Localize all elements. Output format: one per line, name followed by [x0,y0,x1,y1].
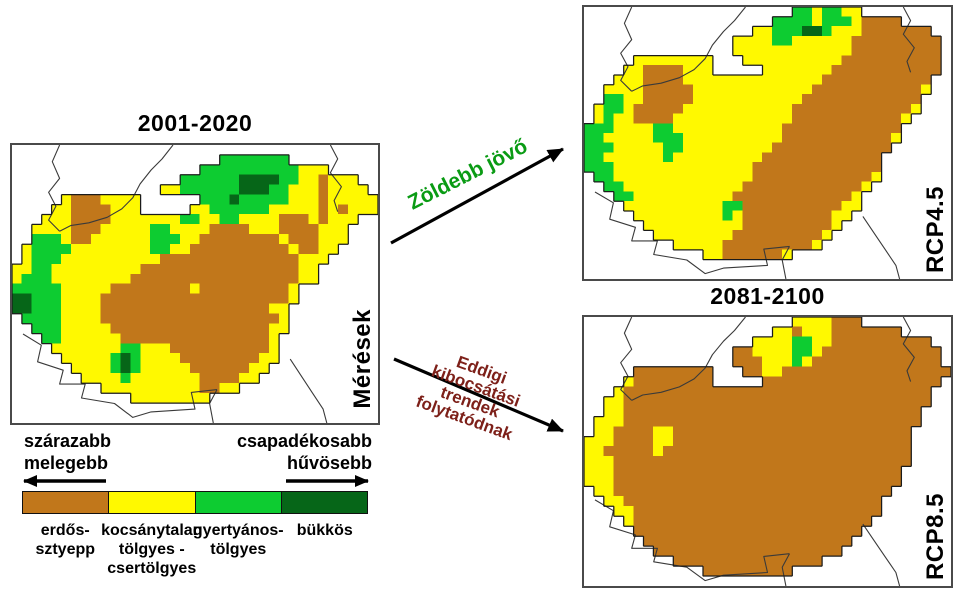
legend-swatch-green [194,492,281,513]
scenario-arrows [390,147,564,433]
legend-color-bar [22,491,368,514]
map-title-2081-2100: 2081-2100 [710,283,825,309]
map-rcp85: RCP8.5 [582,315,953,588]
legend-class-labels: erdős-sztyepp kocsánytalan tölgyes - csertö… [22,521,368,578]
legend-label-brown: erdős-sztyepp [35,522,96,558]
greener-future-arrow [390,147,564,245]
legend-drier-warmer-label: szárazabb melegebb [24,431,112,473]
legend-label-dark_green: bükkös [296,522,353,539]
map-measurements-raster [12,145,378,423]
map-rcp85-raster [584,317,951,586]
map-rcp45: RCP4.5 [582,5,953,281]
side-label-meresek: Mérések [349,309,376,409]
map-rcp45-raster [584,7,951,279]
map-title-2001-2020: 2001-2020 [137,110,253,136]
legend-label-green: gyertyános-tölgyes [192,522,284,558]
legend-swatch-brown [23,492,109,513]
legend-swatch-yellow [108,492,195,513]
side-label-rcp45: RCP4.5 [922,185,949,273]
emissions-continue-arrow [393,357,564,433]
legend-swatch-dark_green [280,492,367,513]
map-measurements: Mérések [10,143,380,425]
side-label-rcp85: RCP8.5 [922,492,949,580]
legend-label-yellow: kocsánytalan tölgyes - csertölgyes [101,522,203,577]
legend-wetter-cooler-label: csapadékosabb hűvösebb [236,431,372,473]
legend-direction-arrows [23,475,369,487]
